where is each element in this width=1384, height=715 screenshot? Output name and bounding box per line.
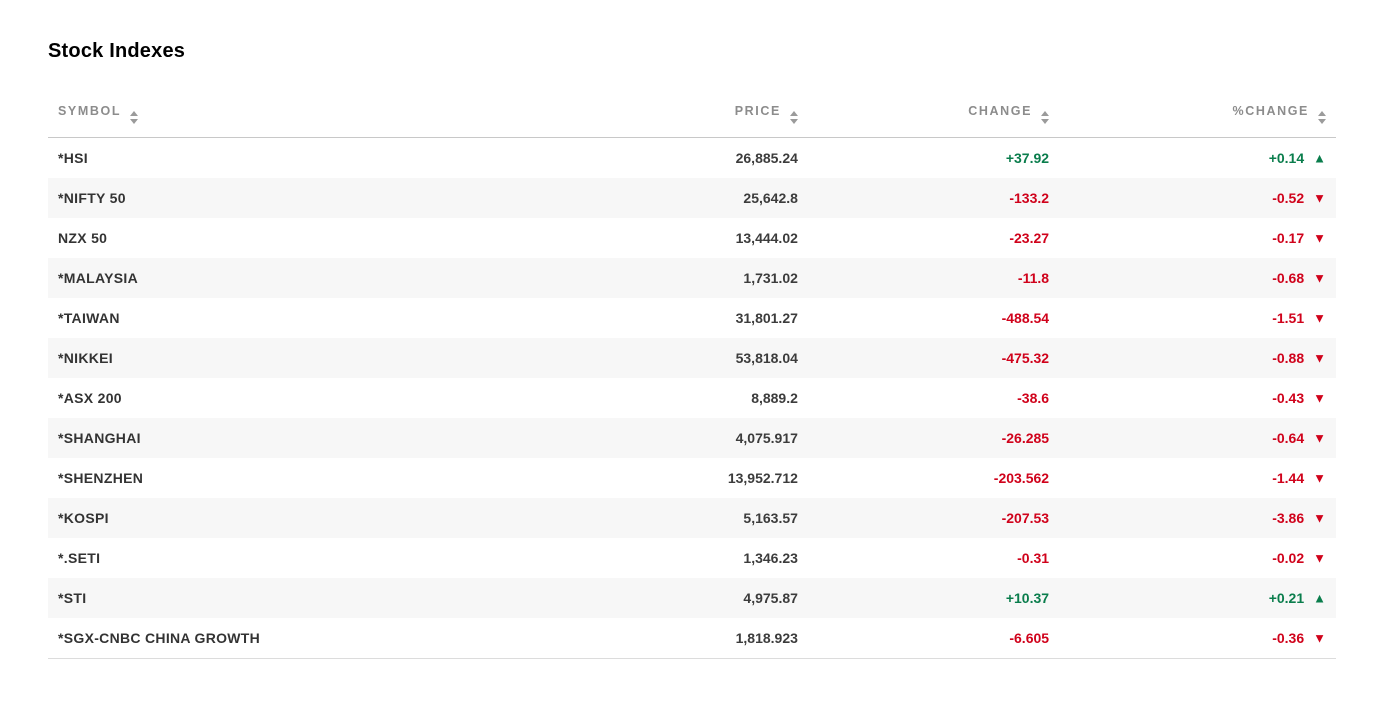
change-cell: -203.562 <box>993 470 1050 486</box>
sort-icon <box>789 111 798 124</box>
down-triangle-icon: ▼ <box>1313 190 1326 206</box>
symbol-cell[interactable]: *SHENZHEN <box>58 470 144 486</box>
stock-indexes-table: SYMBOL PRICE CHANGE %CHANGE *HSI 26,885.2… <box>48 93 1336 659</box>
symbol-cell[interactable]: *.SETI <box>58 550 101 566</box>
down-triangle-icon: ▼ <box>1313 390 1326 406</box>
change-cell: -133.2 <box>1009 190 1050 206</box>
price-cell: 4,975.87 <box>743 590 798 606</box>
pct-change-cell: -0.68 ▼ <box>1272 270 1326 286</box>
table-row[interactable]: NZX 50 13,444.02 -23.27 -0.17 ▼ <box>48 218 1336 258</box>
change-cell: -26.285 <box>1001 430 1050 446</box>
down-triangle-icon: ▼ <box>1313 550 1326 566</box>
symbol-cell[interactable]: *NIFTY 50 <box>58 190 126 206</box>
pct-change-cell: +0.14 ▲ <box>1268 150 1326 166</box>
symbol-cell[interactable]: *HSI <box>58 150 88 166</box>
change-cell: -488.54 <box>1001 310 1050 326</box>
change-cell: +10.37 <box>1005 590 1050 606</box>
price-cell: 26,885.24 <box>735 150 798 166</box>
change-cell: -475.32 <box>1001 350 1050 366</box>
pct-change-cell: -0.88 ▼ <box>1272 350 1326 366</box>
column-header-symbol-label: SYMBOL <box>58 104 122 118</box>
table-row[interactable]: *KOSPI 5,163.57 -207.53 -3.86 ▼ <box>48 498 1336 538</box>
symbol-cell[interactable]: *SGX-CNBC CHINA GROWTH <box>48 618 564 659</box>
down-triangle-icon: ▼ <box>1313 350 1326 366</box>
table-row[interactable]: *ASX 200 8,889.2 -38.6 -0.43 ▼ <box>48 378 1336 418</box>
down-triangle-icon: ▼ <box>1313 430 1326 446</box>
table-header: SYMBOL PRICE CHANGE %CHANGE <box>48 93 1336 138</box>
pct-change-cell: +0.21 ▲ <box>1268 590 1326 606</box>
down-triangle-icon: ▼ <box>1313 310 1326 326</box>
change-cell: -6.605 <box>807 618 1060 659</box>
column-header-symbol[interactable]: SYMBOL <box>48 93 564 138</box>
pct-change-cell: -3.86 ▼ <box>1272 510 1326 526</box>
table-row[interactable]: *MALAYSIA 1,731.02 -11.8 -0.68 ▼ <box>48 258 1336 298</box>
table-row[interactable]: *STI 4,975.87 +10.37 +0.21 ▲ <box>48 578 1336 618</box>
down-triangle-icon: ▼ <box>1313 630 1326 646</box>
symbol-cell[interactable]: *KOSPI <box>58 510 109 526</box>
down-triangle-icon: ▼ <box>1313 510 1326 526</box>
price-cell: 5,163.57 <box>743 510 798 526</box>
price-cell: 13,444.02 <box>735 230 798 246</box>
column-header-change-label: CHANGE <box>968 104 1033 118</box>
symbol-cell[interactable]: *ASX 200 <box>58 390 122 406</box>
column-header-price[interactable]: PRICE <box>563 93 808 138</box>
symbol-cell[interactable]: *NIKKEI <box>58 350 113 366</box>
column-header-pct-change-label: %CHANGE <box>1232 104 1309 118</box>
price-cell: 53,818.04 <box>735 350 798 366</box>
price-cell: 13,952.712 <box>727 470 798 486</box>
down-triangle-icon: ▼ <box>1313 230 1326 246</box>
column-header-pct-change[interactable]: %CHANGE <box>1059 93 1336 138</box>
down-triangle-icon: ▼ <box>1313 470 1326 486</box>
symbol-cell[interactable]: *STI <box>58 590 87 606</box>
symbol-cell[interactable]: *MALAYSIA <box>58 270 138 286</box>
sort-icon <box>1041 111 1050 124</box>
price-cell: 1,818.923 <box>563 618 808 659</box>
sort-icon <box>1318 111 1326 124</box>
up-triangle-icon: ▲ <box>1313 590 1326 606</box>
sort-icon <box>130 111 139 124</box>
change-cell: -207.53 <box>1001 510 1050 526</box>
table-row[interactable]: *.SETI 1,346.23 -0.31 -0.02 ▼ <box>48 538 1336 578</box>
column-header-change[interactable]: CHANGE <box>807 93 1060 138</box>
pct-change-cell: -0.36 ▼ <box>1059 618 1336 659</box>
table-row[interactable]: *SHENZHEN 13,952.712 -203.562 -1.44 ▼ <box>48 458 1336 498</box>
page-title: Stock Indexes <box>48 40 186 62</box>
table-row[interactable]: *SHANGHAI 4,075.917 -26.285 -0.64 ▼ <box>48 418 1336 458</box>
table-row[interactable]: *NIFTY 50 25,642.8 -133.2 -0.52 ▼ <box>48 178 1336 218</box>
pct-change-cell: -0.02 ▼ <box>1272 550 1326 566</box>
table-row[interactable]: *TAIWAN 31,801.27 -488.54 -1.51 ▼ <box>48 298 1336 338</box>
down-triangle-icon: ▼ <box>1313 270 1326 286</box>
change-cell: -38.6 <box>1017 390 1050 406</box>
change-cell: -23.27 <box>1009 230 1050 246</box>
table-row[interactable]: *HSI 26,885.24 +37.92 +0.14 ▲ <box>48 138 1336 179</box>
price-cell: 8,889.2 <box>751 390 798 406</box>
up-triangle-icon: ▲ <box>1313 150 1326 166</box>
change-cell: +37.92 <box>1005 150 1050 166</box>
table-row[interactable]: *SGX-CNBC CHINA GROWTH 1,818.923 -6.605 -0.… <box>48 618 1336 659</box>
table-row[interactable]: *NIKKEI 53,818.04 -475.32 -0.88 ▼ <box>48 338 1336 378</box>
pct-change-cell: -1.44 ▼ <box>1272 470 1326 486</box>
pct-change-cell: -0.17 ▼ <box>1272 230 1326 246</box>
change-cell: -11.8 <box>1017 270 1050 286</box>
column-header-price-label: PRICE <box>734 104 781 118</box>
symbol-cell[interactable]: *SHANGHAI <box>58 430 141 446</box>
symbol-cell[interactable]: *TAIWAN <box>58 310 120 326</box>
pct-change-cell: -1.51 ▼ <box>1272 310 1326 326</box>
price-cell: 1,346.23 <box>743 550 798 566</box>
change-cell: -0.31 <box>1017 550 1050 566</box>
pct-change-cell: -0.43 ▼ <box>1272 390 1326 406</box>
price-cell: 4,075.917 <box>735 430 798 446</box>
symbol-cell[interactable]: NZX 50 <box>58 230 108 246</box>
pct-change-cell: -0.52 ▼ <box>1272 190 1326 206</box>
price-cell: 1,731.02 <box>743 270 798 286</box>
table-body: *HSI 26,885.24 +37.92 +0.14 ▲ *NIFTY 50 25,642… <box>48 138 1336 659</box>
price-cell: 31,801.27 <box>735 310 798 326</box>
price-cell: 25,642.8 <box>743 190 798 206</box>
pct-change-cell: -0.64 ▼ <box>1272 430 1326 446</box>
